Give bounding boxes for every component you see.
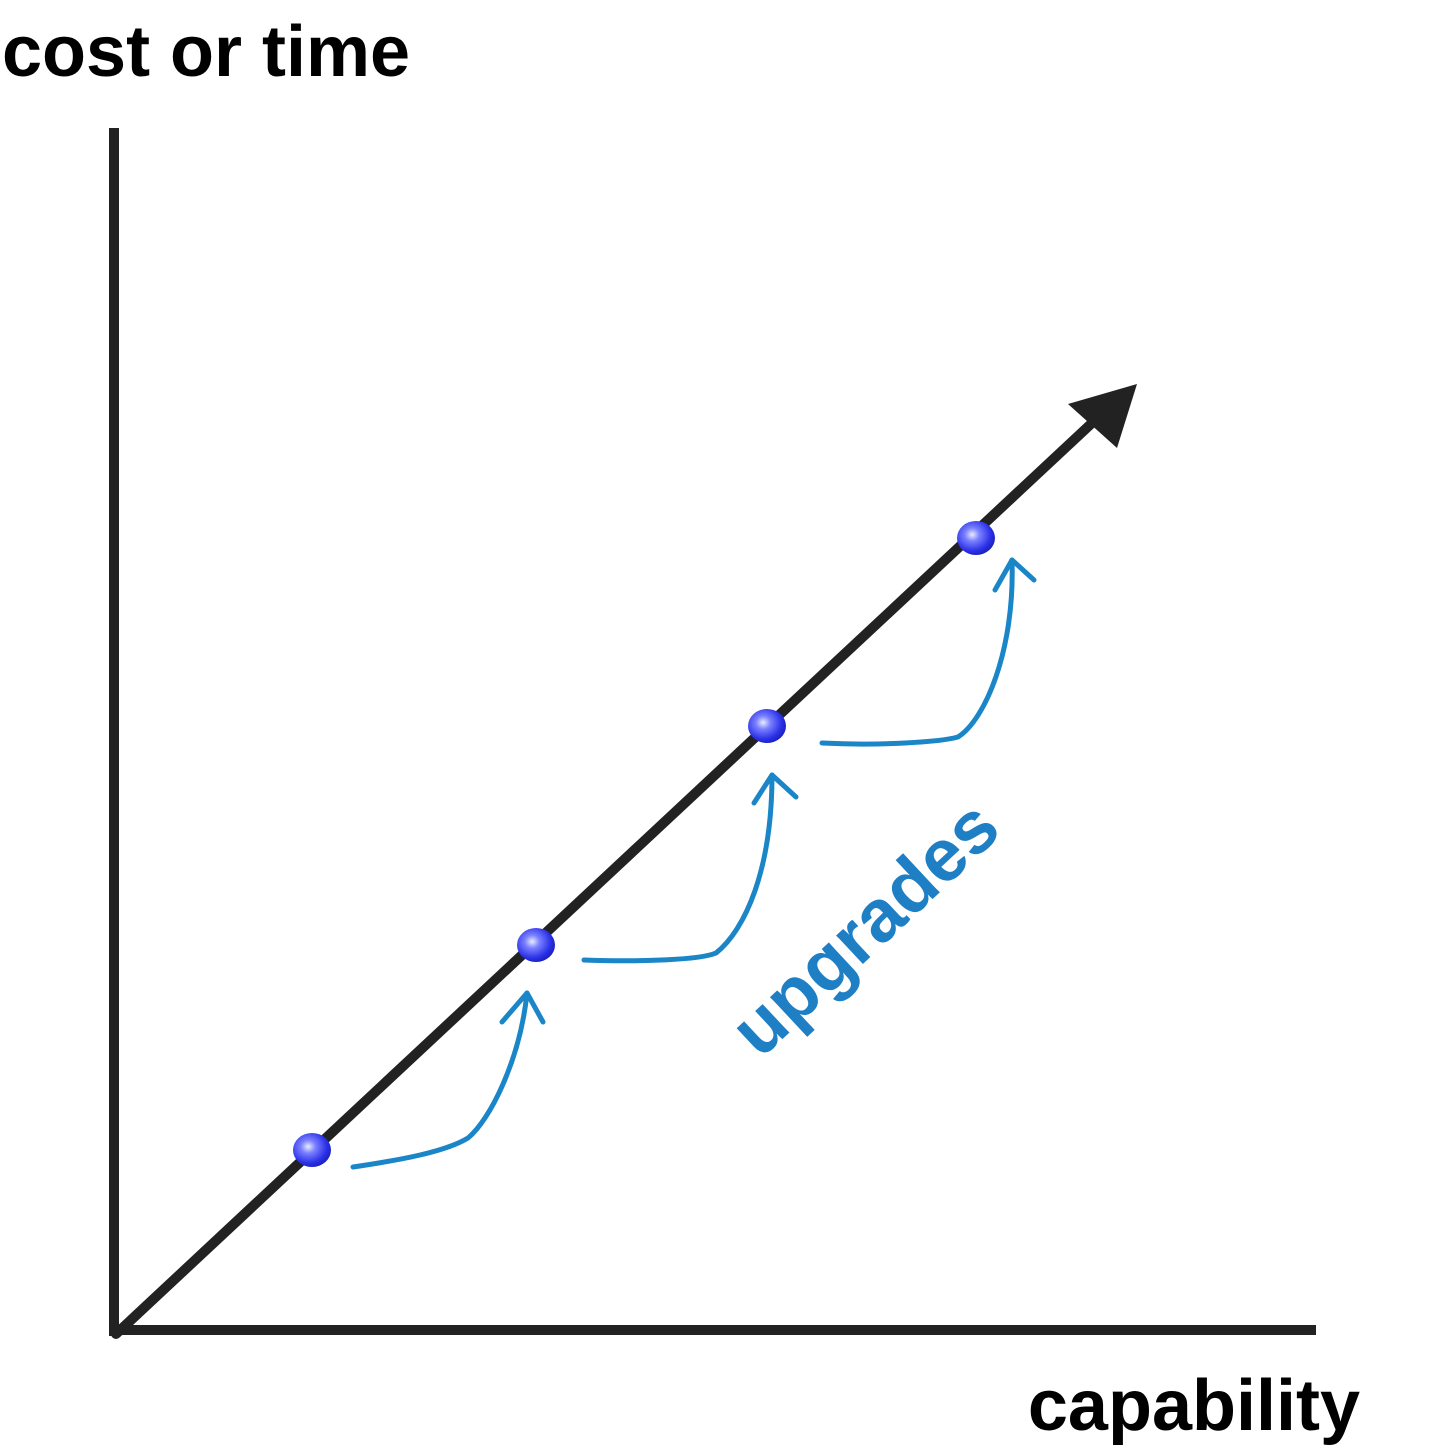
upgrade-arrowhead (499, 990, 546, 1025)
milestone-dot (957, 521, 995, 555)
upgrade-arrow-1 (350, 990, 546, 1170)
upgrade-arrow-2 (581, 772, 799, 964)
x-axis-label: capability (1028, 1366, 1360, 1446)
y-axis-label: cost or time (2, 12, 410, 92)
milestone-dot (293, 1133, 331, 1167)
upgrade-arrow-3 (819, 557, 1037, 747)
upgrade-arrowhead (992, 557, 1037, 593)
curved-up-arrow-icon (581, 772, 775, 964)
milestone-dot (748, 709, 786, 743)
curved-up-arrow-icon (819, 557, 1015, 747)
triangle-arrowhead-icon (1068, 384, 1137, 448)
trend-line (111, 418, 1097, 1339)
upgrade-arrowhead (751, 772, 799, 806)
milestone-dot (517, 928, 555, 962)
curved-up-arrow-icon (350, 990, 530, 1170)
upgrades-annotation: upgrades (714, 784, 1014, 1072)
